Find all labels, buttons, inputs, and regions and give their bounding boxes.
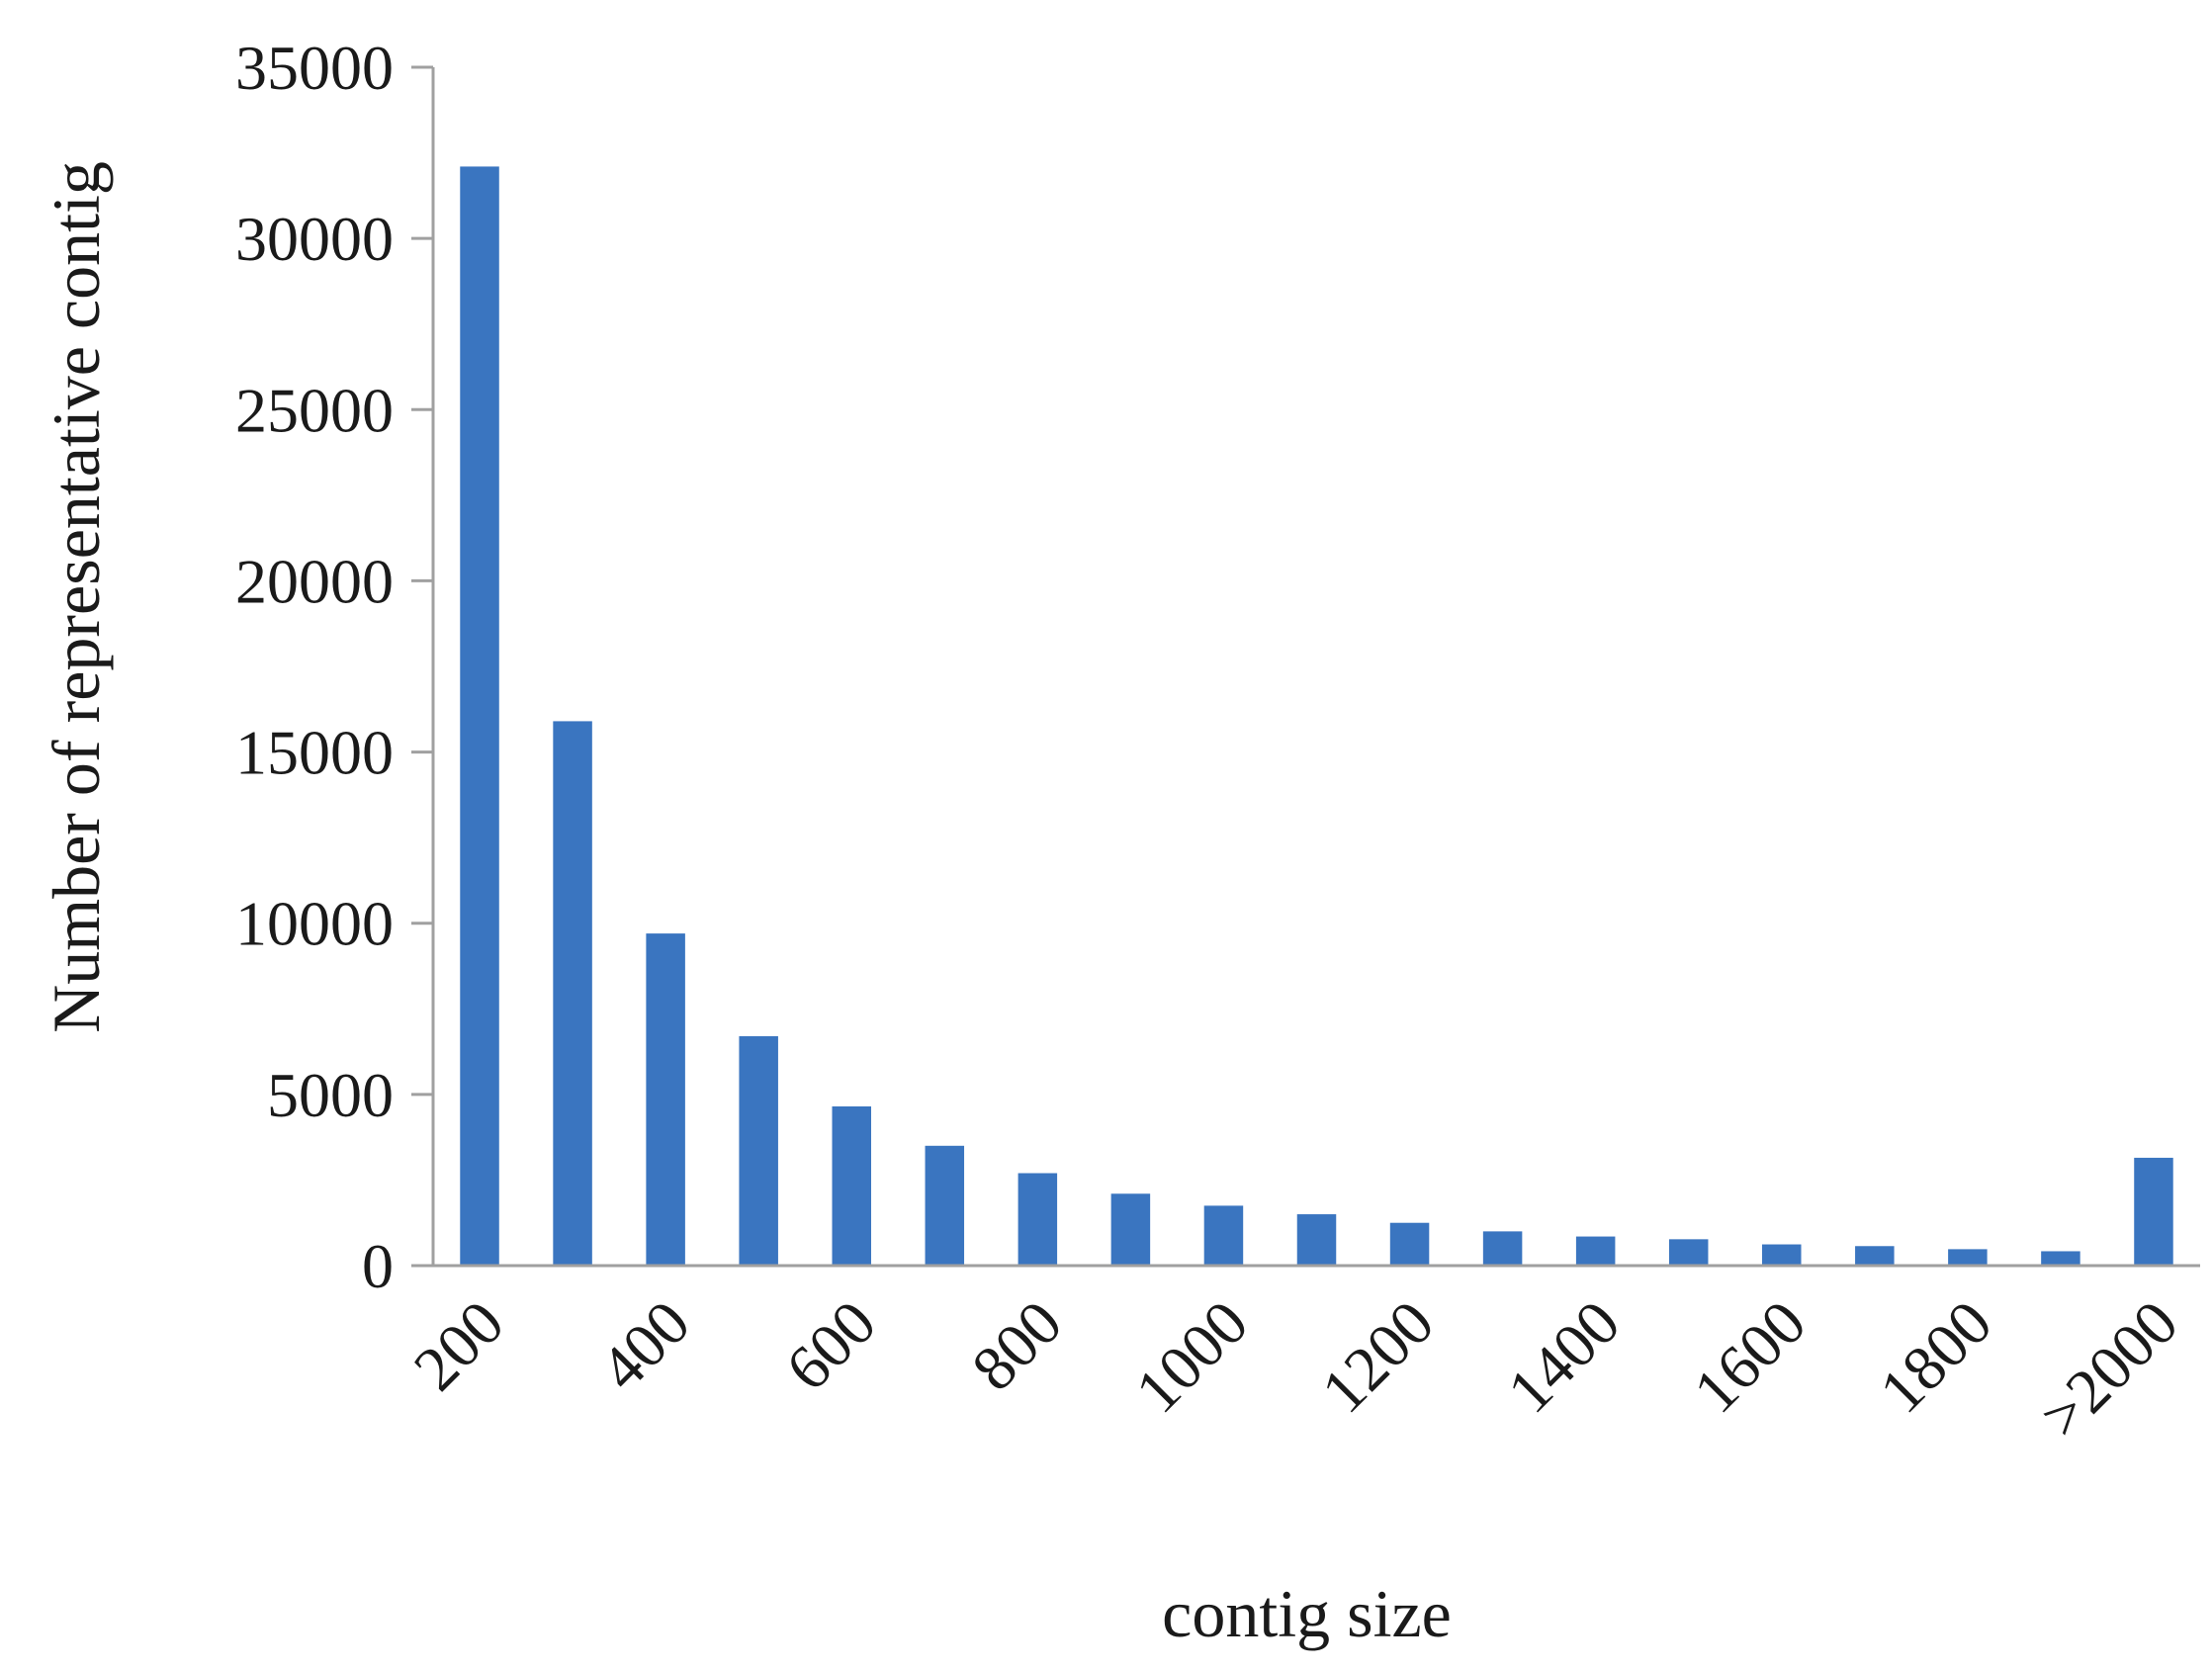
bar [1203, 1205, 1244, 1266]
bar [1668, 1239, 1709, 1266]
bar [1389, 1222, 1430, 1266]
y-tick-label: 5000 [267, 1060, 394, 1130]
x-tick-label: 400 [586, 1287, 703, 1404]
y-tick-label: 30000 [235, 204, 394, 274]
bar [1018, 1173, 1058, 1266]
bar [553, 721, 592, 1266]
x-axis-title: contig size [1162, 1576, 1452, 1651]
y-tick-label: 25000 [235, 375, 394, 445]
x-tick-label: 200 [400, 1287, 517, 1404]
x-tick-label: >2000 [2027, 1287, 2191, 1452]
x-tick-label: 1000 [1122, 1287, 1262, 1427]
bar [925, 1145, 965, 1266]
bar [1482, 1231, 1523, 1266]
bar [646, 933, 685, 1266]
bar [1948, 1249, 1988, 1266]
y-tick-label: 15000 [235, 718, 394, 788]
bars [460, 166, 2173, 1266]
y-axis-ticks: 0 5000 10000 15000 20000 25000 30000 35000 [235, 33, 433, 1301]
y-tick-label: 0 [362, 1231, 394, 1301]
bar [832, 1105, 871, 1266]
y-tick-label: 10000 [235, 889, 394, 959]
x-tick-label: 600 [772, 1287, 889, 1404]
bar [460, 166, 499, 1266]
x-tick-label: 1200 [1308, 1287, 1448, 1427]
x-tick-label: 1400 [1494, 1287, 1634, 1427]
y-axis-title: Number of representative contig [39, 161, 114, 1033]
bar [2041, 1251, 2080, 1266]
bar [1110, 1193, 1151, 1266]
x-axis-tick-labels: 200 400 600 800 1000 1200 1400 1600 1800 >2000 [400, 1287, 2191, 1452]
x-tick-label: 800 [958, 1287, 1075, 1404]
bar [1762, 1244, 1802, 1266]
y-tick-label: 35000 [235, 33, 394, 103]
x-tick-label: 1800 [1866, 1287, 2005, 1427]
bar [739, 1035, 778, 1266]
bar [1855, 1246, 1895, 1266]
y-tick-label: 20000 [235, 546, 394, 616]
bar [2134, 1157, 2173, 1266]
bar [1296, 1214, 1337, 1266]
x-tick-label: 1600 [1680, 1287, 1819, 1427]
bar [1575, 1236, 1616, 1266]
